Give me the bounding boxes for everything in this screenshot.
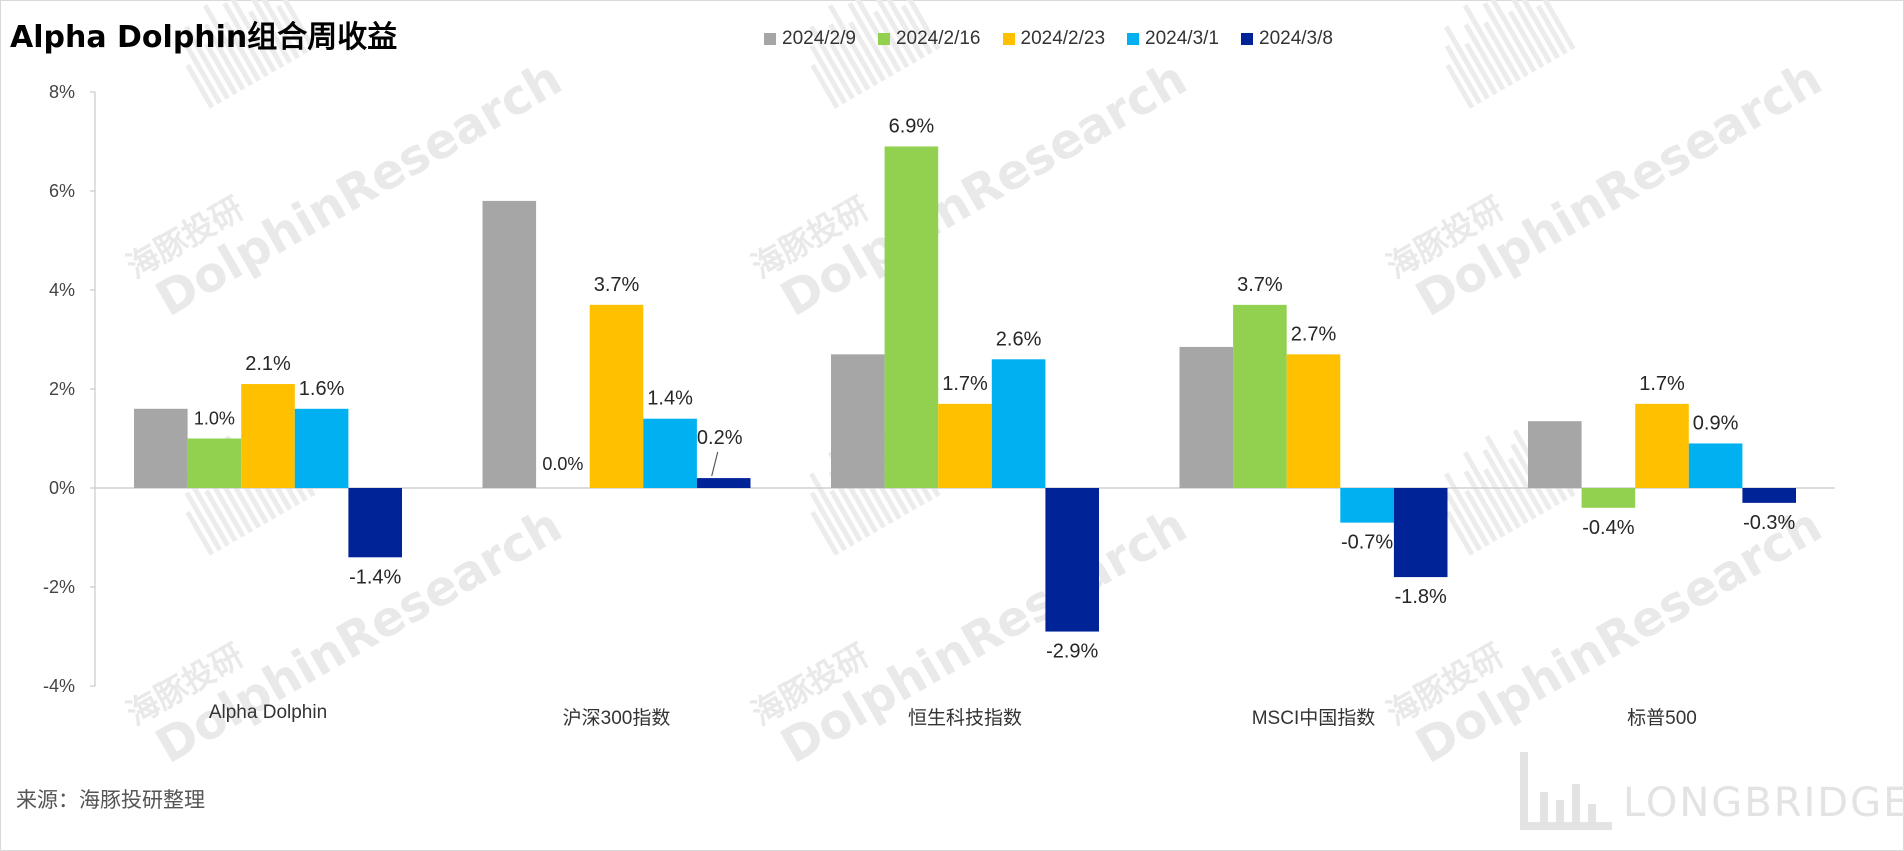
bar: [482, 200, 537, 488]
data-label: 0.9%: [1693, 412, 1739, 434]
bar: [643, 418, 697, 488]
y-tick-label: 4%: [49, 280, 75, 300]
watermark-en: DolphinResearch: [1407, 497, 1831, 774]
bar: [348, 488, 402, 558]
legend-item: 2024/3/1: [1127, 28, 1219, 50]
legend-swatch: [764, 33, 776, 45]
y-tick-label: 0%: [49, 478, 75, 498]
source-note: 来源：海豚投研整理: [16, 788, 205, 812]
watermark-en: DolphinResearch: [772, 497, 1196, 774]
data-label: -2.9%: [1046, 641, 1098, 663]
bar: [1233, 304, 1287, 488]
data-label: 2.7%: [1291, 323, 1337, 345]
data-label: 0.0%: [542, 454, 583, 474]
bar: [1393, 488, 1448, 578]
bar: [1528, 421, 1582, 488]
watermark-en: DolphinResearch: [772, 50, 1196, 327]
data-label: 1.7%: [1639, 373, 1685, 395]
bar: [1179, 346, 1234, 488]
category-label: 沪深300指数: [563, 707, 671, 729]
bar: [1688, 443, 1743, 488]
data-label: -1.4%: [349, 566, 401, 588]
watermark-en: DolphinResearch: [1407, 50, 1831, 327]
category-label: MSCI中国指数: [1252, 707, 1376, 729]
y-tick-label: -4%: [43, 676, 75, 696]
bar: [294, 408, 349, 488]
chart-title: Alpha Dolphin组合周收益: [10, 20, 398, 55]
category-label: 恒生科技指数: [908, 707, 1022, 729]
legend-item: 2024/3/8: [1241, 28, 1333, 50]
category-label: Alpha Dolphin: [209, 702, 327, 723]
category-labels-layer: Alpha Dolphin 沪深300指数 恒生科技指数 MSCI中国指数 标普500: [209, 702, 1697, 729]
legend-swatch: [1002, 33, 1015, 45]
legend-label: 2024/2/16: [895, 28, 981, 49]
bar: [991, 359, 1046, 488]
longbridge-logo-icon: [1520, 752, 1612, 830]
bar: [831, 354, 885, 488]
legend: 2024/2/9 2024/2/16 2024/2/23 2024/3/1 2024/3…: [764, 28, 1333, 50]
legend-label: 2024/3/8: [1259, 28, 1333, 49]
brand-name: LONGBRIDGE: [1623, 780, 1904, 826]
bar: [696, 478, 751, 488]
bar: [884, 146, 939, 488]
data-label: -0.7%: [1341, 532, 1393, 554]
data-label: 2.6%: [996, 328, 1042, 350]
data-label: -0.4%: [1582, 517, 1634, 539]
data-label: 3.7%: [594, 274, 640, 296]
bar: [1286, 354, 1341, 488]
bar: [1635, 403, 1689, 488]
bar: [1045, 488, 1099, 632]
data-label: 3.7%: [1237, 274, 1283, 296]
legend-item: 2024/2/16: [877, 28, 981, 50]
legend-swatch: [877, 33, 890, 45]
legend-item: 2024/2/9: [764, 28, 856, 50]
data-labels-layer: 1.0% 2.1% 1.6% -1.4% 0.0% 3.7% 1.4%0.2% 6.9% 1.7…: [194, 115, 1796, 662]
data-label: -1.8%: [1395, 586, 1447, 608]
bar: [1340, 488, 1394, 523]
bars-layer: [134, 146, 1796, 632]
bar: [1581, 488, 1636, 508]
data-label: 6.9%: [889, 115, 935, 137]
bar: [241, 384, 295, 488]
data-label: 1.7%: [942, 373, 988, 395]
y-tick-label: 2%: [49, 379, 75, 399]
bar: [134, 408, 188, 488]
bar: [589, 304, 644, 488]
legend-item: 2024/2/23: [1002, 28, 1106, 50]
bar: [938, 403, 992, 488]
bar: [187, 438, 242, 488]
data-label: -0.3%: [1743, 512, 1795, 534]
legend-swatch: [1241, 33, 1253, 45]
data-label: 0.2%: [697, 427, 743, 449]
data-label: 1.4%: [647, 388, 693, 410]
y-tick-label: -2%: [43, 577, 75, 597]
label-leader-line: [711, 451, 719, 477]
data-label: 1.6%: [299, 378, 345, 400]
legend-label: 2024/3/1: [1145, 28, 1219, 49]
y-tick-label: 8%: [49, 82, 75, 102]
legend-label: 2024/2/23: [1020, 28, 1106, 49]
bar: [1742, 488, 1796, 503]
data-label: 2.1%: [245, 353, 291, 375]
brand-logo: LONGBRIDGE: [1518, 752, 1904, 832]
legend-swatch: [1127, 33, 1140, 45]
legend-label: 2024/2/9: [782, 28, 856, 49]
y-tick-label: 6%: [49, 181, 75, 201]
data-label: 1.0%: [194, 409, 235, 429]
category-label: 标普500: [1627, 707, 1697, 729]
